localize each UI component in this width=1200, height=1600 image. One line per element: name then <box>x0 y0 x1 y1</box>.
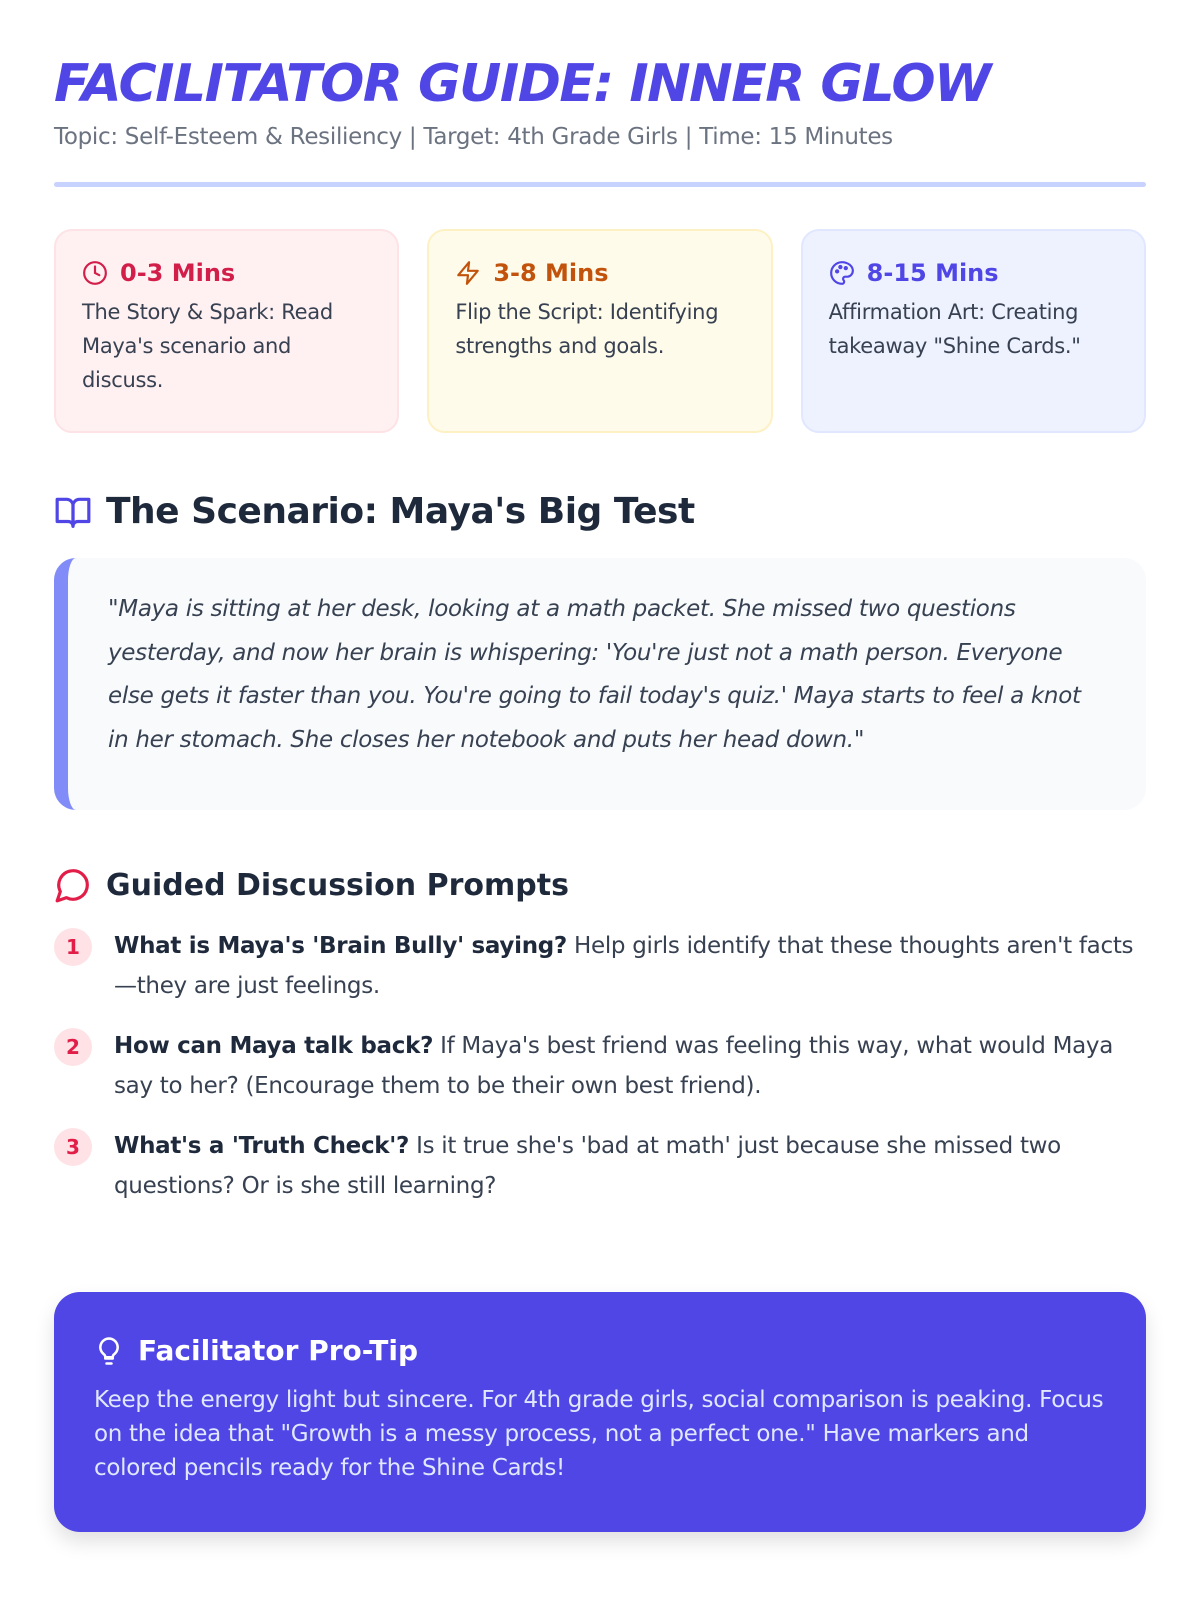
discussion-heading-text: Guided Discussion Prompts <box>106 867 569 903</box>
item-number: 3 <box>54 1128 92 1166</box>
card-desc: The Story & Spark: Read Maya's scenario … <box>82 300 333 392</box>
timeline-card: 0-3 Mins The Story & Spark: Read Maya's … <box>54 229 400 433</box>
timeline-card: 8-15 Mins Affirmation Art: Creating take… <box>800 229 1146 433</box>
prompt-answer: Help girls identify that these thoughts … <box>114 933 1134 999</box>
timeline-card: 3-8 Mins Flip the Script: Identifying st… <box>427 229 773 433</box>
card-desc: Affirmation Art: Creating takeaway "Shin… <box>828 300 1081 358</box>
scenario-quote: "Maya is sitting at her desk, looking at… <box>54 558 1146 810</box>
list-item: 2 How can Maya talk back? If Maya's best … <box>54 1026 1146 1106</box>
palette-icon <box>829 261 854 285</box>
item-number: 2 <box>54 1028 92 1066</box>
pro-tip-text: Keep the energy light but sincere. For 4… <box>94 1387 1104 1481</box>
prompt-answer: Is it true she's 'bad at math' just beca… <box>114 1133 1061 1199</box>
card-time: 3-8 Mins <box>493 259 609 287</box>
page-title: FACILITATOR GUIDE: INNER GLOW <box>54 54 991 114</box>
scenario-heading-text: The Scenario: Maya's Big Test <box>106 491 695 532</box>
pro-tip-box: Facilitator Pro-Tip Keep the energy ligh… <box>54 1292 1146 1532</box>
prompt-answer: If Maya's best friend was feeling this w… <box>114 1033 1114 1099</box>
prompt-question: What is Maya's 'Brain Bully' saying? <box>114 933 567 959</box>
guide-page: FACILITATOR GUIDE: INNER GLOW Topic: Sel… <box>54 54 1146 1532</box>
pro-tip-heading: Facilitator Pro-Tip <box>138 1334 419 1367</box>
page-subtitle: Topic: Self-Esteem & Resiliency | Target… <box>54 124 893 150</box>
prompt-list: 1 What is Maya's 'Brain Bully' saying? He… <box>54 926 1146 1206</box>
clock-icon <box>83 261 107 285</box>
timeline-cards: 0-3 Mins The Story & Spark: Read Maya's … <box>54 229 1146 433</box>
list-item: 3 What's a 'Truth Check'? Is it true she'… <box>54 1126 1146 1206</box>
card-desc: Flip the Script: Identifying strengths a… <box>455 300 719 358</box>
scenario-heading: The Scenario: Maya's Big Test <box>54 491 1146 532</box>
card-time: 8-15 Mins <box>866 259 999 287</box>
item-number: 1 <box>54 928 92 966</box>
list-item: 1 What is Maya's 'Brain Bully' saying? He… <box>54 926 1146 1006</box>
prompt-question: How can Maya talk back? <box>114 1033 434 1059</box>
lightning-icon <box>457 261 480 285</box>
discussion-heading: Guided Discussion Prompts <box>54 866 1146 904</box>
prompt-question: What's a 'Truth Check'? <box>114 1133 410 1159</box>
book-open-icon <box>55 497 91 528</box>
divider <box>54 182 1146 187</box>
card-time: 0-3 Mins <box>120 259 236 287</box>
lightbulb-icon <box>99 1336 119 1365</box>
speech-bubble-icon <box>55 869 89 903</box>
